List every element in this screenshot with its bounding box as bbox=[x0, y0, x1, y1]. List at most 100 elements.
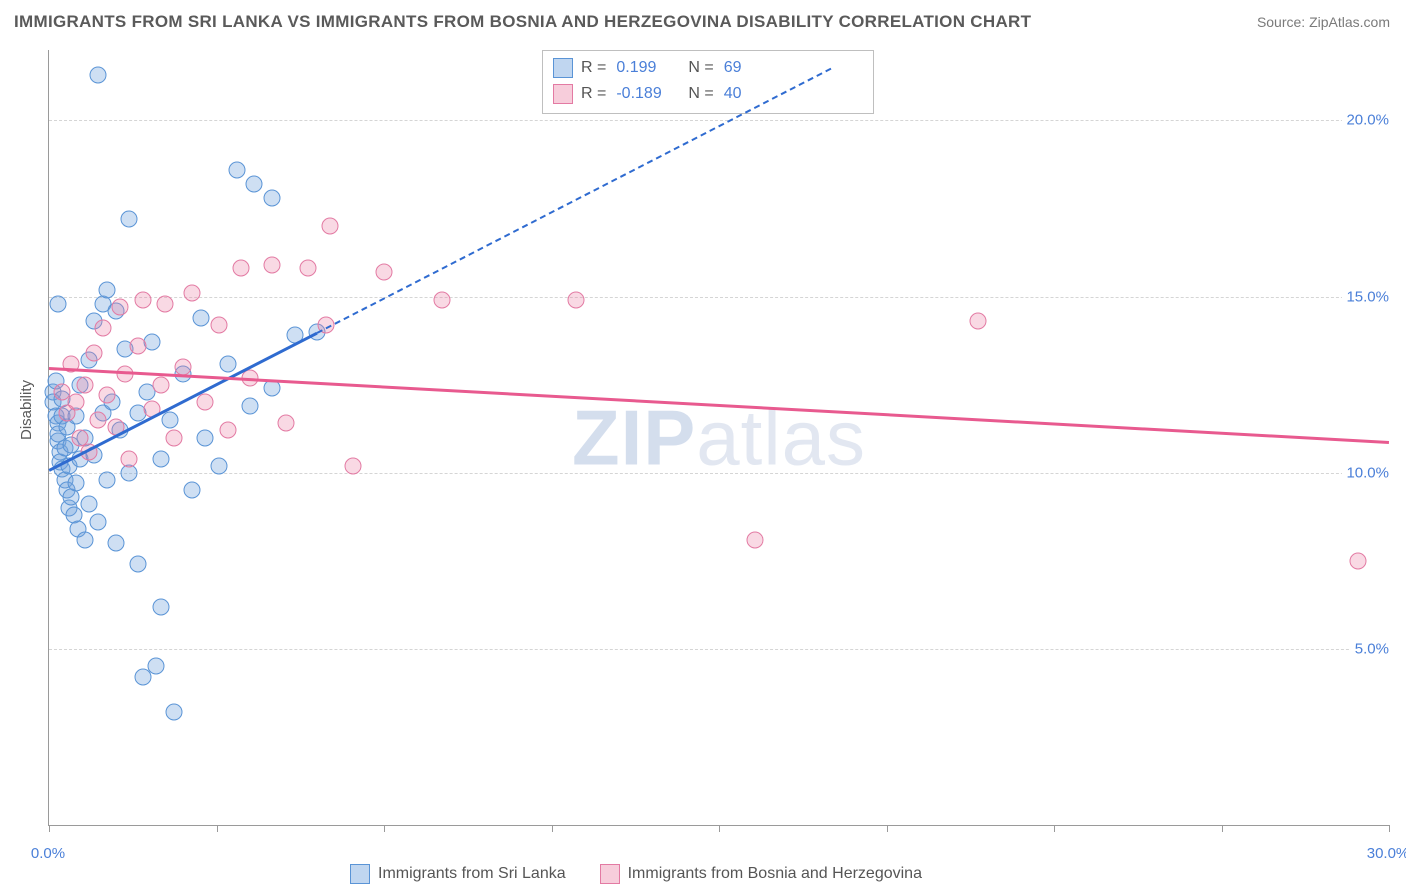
gridline-h bbox=[49, 120, 1389, 121]
data-point bbox=[49, 295, 66, 312]
data-point bbox=[116, 366, 133, 383]
x-tick-mark bbox=[887, 825, 888, 832]
data-point bbox=[264, 256, 281, 273]
legend-swatch bbox=[350, 864, 370, 884]
data-point bbox=[166, 704, 183, 721]
data-point bbox=[99, 387, 116, 404]
data-point bbox=[99, 471, 116, 488]
watermark-bold: ZIP bbox=[572, 393, 696, 481]
data-point bbox=[192, 309, 209, 326]
legend-item: Immigrants from Sri Lanka bbox=[350, 864, 566, 884]
data-point bbox=[322, 218, 339, 235]
data-point bbox=[90, 514, 107, 531]
legend-swatch bbox=[600, 864, 620, 884]
x-tick-mark bbox=[1222, 825, 1223, 832]
data-point bbox=[166, 429, 183, 446]
gridline-h bbox=[49, 297, 1389, 298]
data-point bbox=[148, 658, 165, 675]
y-tick-label: 20.0% bbox=[1342, 112, 1393, 129]
series-legend: Immigrants from Sri Lanka Immigrants from… bbox=[350, 864, 922, 884]
x-tick-mark bbox=[217, 825, 218, 832]
legend-label: Immigrants from Sri Lanka bbox=[378, 865, 566, 883]
data-point bbox=[197, 394, 214, 411]
legend-label: Immigrants from Bosnia and Herzegovina bbox=[628, 865, 922, 883]
legend-n-value: 40 bbox=[724, 85, 742, 103]
x-tick-mark bbox=[384, 825, 385, 832]
data-point bbox=[121, 450, 138, 467]
data-point bbox=[233, 260, 250, 277]
data-point bbox=[219, 422, 236, 439]
y-tick-label: 5.0% bbox=[1351, 640, 1393, 657]
data-point bbox=[246, 175, 263, 192]
data-point bbox=[1349, 552, 1366, 569]
data-point bbox=[67, 394, 84, 411]
gridline-h bbox=[49, 473, 1389, 474]
data-point bbox=[264, 189, 281, 206]
data-point bbox=[76, 531, 93, 548]
data-point bbox=[197, 429, 214, 446]
legend-r-label: R = bbox=[581, 85, 606, 103]
data-point bbox=[568, 292, 585, 309]
data-point bbox=[152, 376, 169, 393]
data-point bbox=[228, 161, 245, 178]
data-point bbox=[112, 299, 129, 316]
data-point bbox=[277, 415, 294, 432]
legend-swatch bbox=[553, 84, 573, 104]
gridline-h bbox=[49, 649, 1389, 650]
data-point bbox=[94, 320, 111, 337]
data-point bbox=[264, 380, 281, 397]
legend-r-label: R = bbox=[581, 59, 606, 77]
data-point bbox=[376, 263, 393, 280]
chart-title: IMMIGRANTS FROM SRI LANKA VS IMMIGRANTS … bbox=[14, 12, 1031, 32]
legend-r-value: -0.189 bbox=[616, 85, 680, 103]
data-point bbox=[152, 598, 169, 615]
data-point bbox=[161, 411, 178, 428]
data-point bbox=[183, 482, 200, 499]
data-point bbox=[183, 285, 200, 302]
data-point bbox=[121, 211, 138, 228]
data-point bbox=[76, 376, 93, 393]
data-point bbox=[175, 359, 192, 376]
legend-swatch bbox=[553, 58, 573, 78]
y-tick-label: 10.0% bbox=[1342, 464, 1393, 481]
legend-item: Immigrants from Bosnia and Herzegovina bbox=[600, 864, 922, 884]
legend-r-value: 0.199 bbox=[616, 59, 680, 77]
legend-n-label: N = bbox=[688, 85, 713, 103]
correlation-legend: R = 0.199 N = 69 R = -0.189 N = 40 bbox=[542, 50, 874, 114]
data-point bbox=[108, 535, 125, 552]
x-tick-mark bbox=[719, 825, 720, 832]
data-point bbox=[130, 337, 147, 354]
legend-row: R = -0.189 N = 40 bbox=[553, 81, 863, 107]
data-point bbox=[344, 457, 361, 474]
data-point bbox=[300, 260, 317, 277]
x-tick-mark bbox=[1054, 825, 1055, 832]
source-label: Source: ZipAtlas.com bbox=[1257, 14, 1390, 30]
x-tick-mark bbox=[1389, 825, 1390, 832]
data-point bbox=[152, 450, 169, 467]
x-tick-label: 30.0% bbox=[1367, 845, 1406, 862]
data-point bbox=[219, 355, 236, 372]
data-point bbox=[81, 496, 98, 513]
data-point bbox=[134, 292, 151, 309]
scatter-plot: ZIPatlas R =0.199N =69R =-0.189N =40 5.0… bbox=[48, 50, 1389, 826]
legend-n-label: N = bbox=[688, 59, 713, 77]
data-point bbox=[90, 66, 107, 83]
data-point bbox=[157, 295, 174, 312]
data-point bbox=[434, 292, 451, 309]
data-point bbox=[746, 531, 763, 548]
data-point bbox=[242, 397, 259, 414]
data-point bbox=[210, 316, 227, 333]
y-axis-label: Disability bbox=[18, 380, 35, 440]
data-point bbox=[130, 556, 147, 573]
data-point bbox=[67, 475, 84, 492]
x-tick-mark bbox=[552, 825, 553, 832]
x-tick-label: 0.0% bbox=[31, 845, 65, 862]
y-tick-label: 15.0% bbox=[1342, 288, 1393, 305]
data-point bbox=[970, 313, 987, 330]
data-point bbox=[85, 344, 102, 361]
data-point bbox=[90, 411, 107, 428]
data-point bbox=[99, 281, 116, 298]
legend-n-value: 69 bbox=[724, 59, 742, 77]
data-point bbox=[210, 457, 227, 474]
x-tick-mark bbox=[49, 825, 50, 832]
